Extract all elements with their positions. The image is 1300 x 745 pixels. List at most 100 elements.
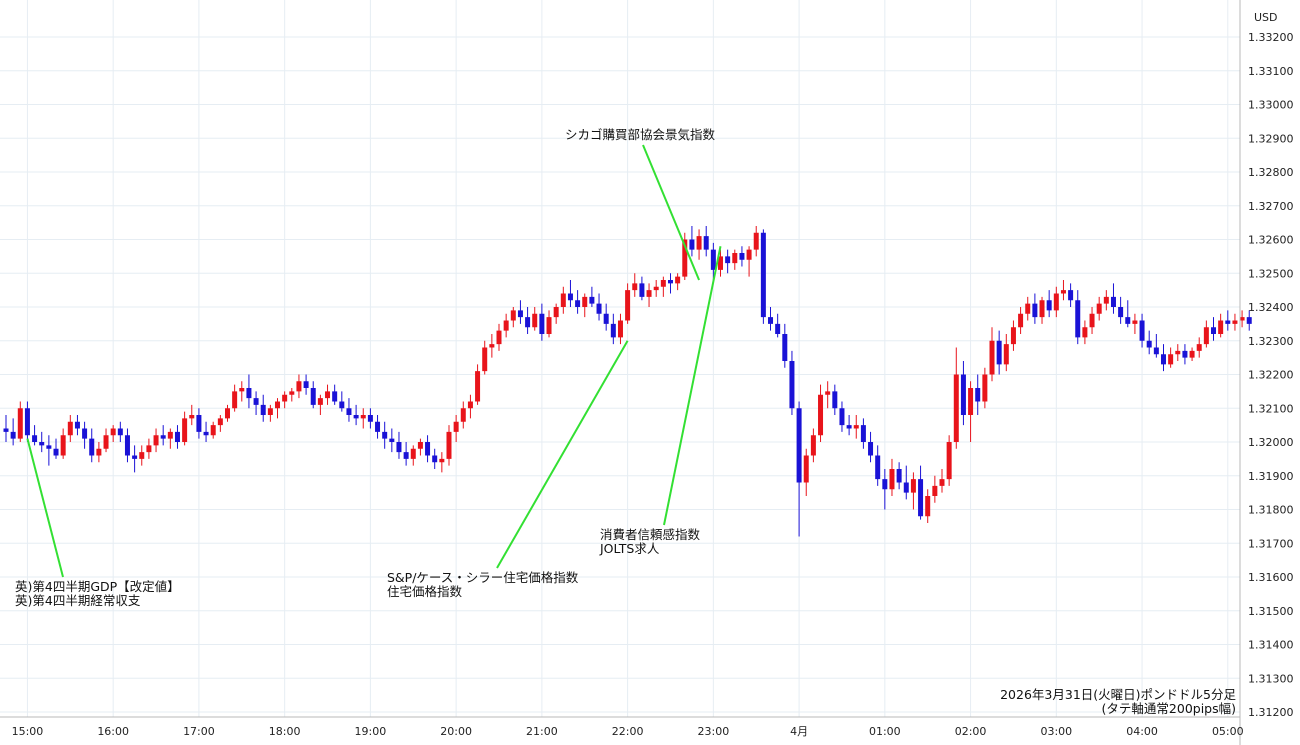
candle-body	[1039, 300, 1045, 318]
candle-body	[882, 479, 888, 490]
candle-body	[617, 320, 623, 338]
candle-body	[1139, 320, 1145, 341]
candle	[453, 415, 459, 442]
candle-body	[453, 421, 459, 432]
candle-body	[682, 239, 688, 277]
candle-body	[503, 320, 509, 331]
candle-body	[525, 317, 531, 328]
candle-body	[489, 344, 495, 348]
candle-body	[818, 394, 824, 436]
candle	[725, 249, 731, 274]
price-tick-label: 1.32800	[1248, 166, 1294, 179]
candle	[996, 330, 1002, 375]
candle-body	[632, 283, 638, 291]
candle	[182, 411, 188, 446]
candle-body	[82, 428, 88, 439]
candle	[982, 367, 988, 409]
candle	[53, 438, 59, 459]
candle	[1182, 344, 1188, 365]
candle	[939, 469, 945, 493]
candle	[632, 273, 638, 297]
price-tick-label: 1.31800	[1248, 504, 1294, 517]
candle-body	[625, 290, 631, 321]
candle	[253, 391, 259, 415]
candle-body	[367, 415, 373, 422]
candle-body	[825, 391, 831, 395]
candle	[953, 347, 959, 449]
candle	[1211, 317, 1217, 341]
candle	[989, 327, 995, 382]
price-tick-label: 1.32700	[1248, 200, 1294, 213]
candle-body	[17, 408, 23, 439]
candle	[589, 286, 595, 307]
candle	[74, 415, 80, 436]
candle-body	[325, 391, 331, 399]
time-tick-label: 20:00	[440, 725, 472, 738]
candle	[818, 384, 824, 442]
annotation-label: S&P/ケース・シラー住宅価格指数	[387, 570, 579, 585]
candle-body	[203, 431, 209, 436]
candle	[1146, 330, 1152, 355]
candle	[482, 340, 488, 375]
candle	[1153, 334, 1159, 358]
candle	[739, 246, 745, 267]
candle-body	[1146, 340, 1152, 348]
candle	[882, 469, 888, 510]
candle-body	[896, 469, 902, 483]
candle	[696, 229, 702, 260]
candle-body	[439, 458, 445, 463]
candle-body	[782, 334, 788, 361]
candle	[1139, 313, 1145, 348]
candle	[718, 249, 723, 277]
candle-body	[689, 239, 695, 250]
time-tick-label: 16:00	[97, 725, 129, 738]
candle-body	[853, 425, 859, 429]
candle-body	[1203, 327, 1209, 345]
candle-body	[1025, 303, 1031, 314]
candle-body	[60, 435, 66, 456]
candle-body	[832, 391, 838, 409]
time-tick-label: 18:00	[269, 725, 301, 738]
candle	[1089, 307, 1095, 334]
candle-body	[768, 317, 774, 324]
annotation-label: 英)第4四半期経常収支	[15, 593, 141, 608]
candle	[1032, 293, 1038, 324]
candle-body	[653, 286, 659, 291]
candle	[174, 425, 180, 449]
candle	[1218, 313, 1224, 338]
candle-body	[889, 469, 895, 490]
price-tick-label: 1.32300	[1248, 335, 1294, 348]
candle	[475, 364, 481, 405]
candle	[653, 280, 659, 297]
candle	[96, 442, 102, 463]
candle	[296, 374, 302, 399]
candle-body	[89, 438, 95, 456]
candle-body	[482, 347, 488, 372]
price-tick-label: 1.33000	[1248, 99, 1294, 112]
currency-label: USD	[1254, 11, 1278, 24]
candle-body	[139, 452, 145, 459]
candle-body	[353, 415, 359, 419]
candle	[317, 394, 323, 415]
candle	[260, 394, 266, 422]
candle-body	[810, 435, 816, 456]
candle-body	[174, 431, 180, 442]
candle-body	[1182, 350, 1188, 358]
time-tick-label: 17:00	[183, 725, 215, 738]
candle-body	[432, 455, 438, 463]
time-tick-label: 01:00	[869, 725, 901, 738]
candle-body	[703, 236, 709, 250]
candle	[39, 431, 45, 453]
price-axis: 1.31200 1.31300 1.31400 1.31500 1.31600 1.317…	[1248, 31, 1294, 719]
candle	[1189, 347, 1195, 361]
candle	[946, 435, 952, 486]
candle	[1096, 296, 1102, 321]
candle	[117, 421, 123, 442]
candle-body	[746, 249, 752, 260]
candle-body	[696, 236, 702, 250]
candle-body	[1010, 327, 1016, 345]
candle	[289, 388, 295, 402]
candle	[217, 415, 223, 432]
candle	[367, 408, 373, 429]
candle-body	[910, 479, 916, 493]
